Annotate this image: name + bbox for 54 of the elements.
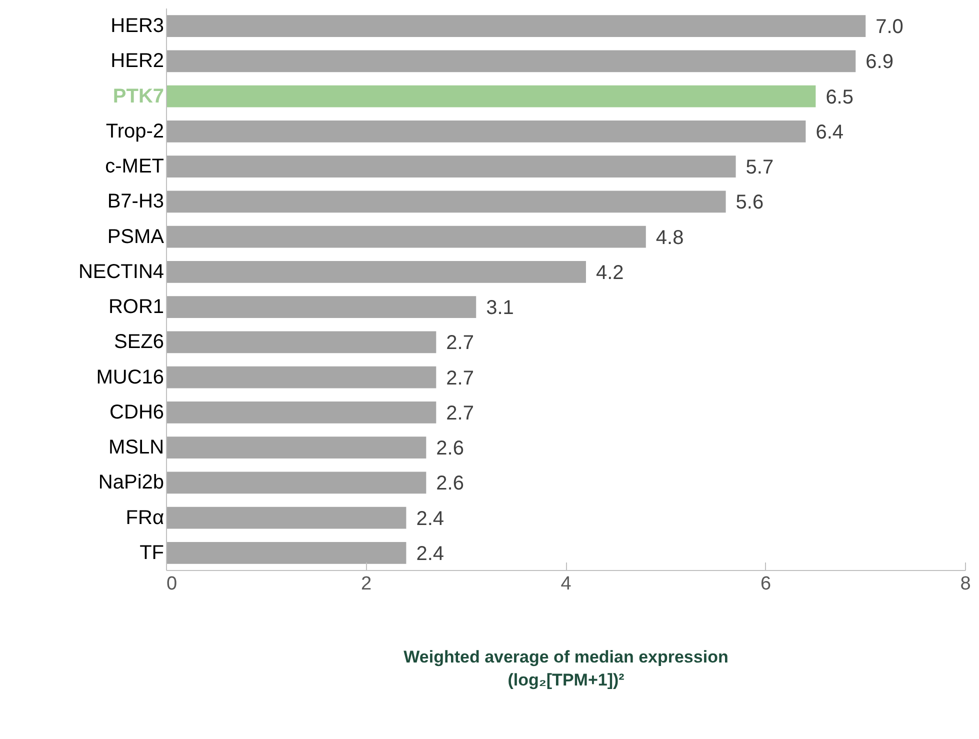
bar	[166, 402, 436, 424]
data-label: 2.6	[436, 472, 464, 495]
data-label: 6.5	[826, 86, 854, 108]
bar	[166, 261, 586, 283]
y-tick-label: c-MET	[105, 156, 164, 178]
y-tick-label: SEZ6	[114, 331, 164, 354]
bar	[166, 296, 476, 318]
data-label: 7.0	[876, 16, 904, 38]
data-label: 2.4	[416, 542, 444, 565]
bar	[166, 506, 406, 529]
bar	[166, 331, 436, 354]
y-tick-label: FRα	[126, 506, 164, 529]
bar	[166, 472, 426, 494]
bar	[166, 366, 436, 388]
bar	[166, 85, 816, 108]
x-axis-title: Weighted average of median expression (log₂[TPM+1])²	[404, 648, 728, 690]
y-tick-label: NaPi2b	[98, 472, 164, 494]
x-tick-label: 8	[960, 574, 971, 594]
y-tick-label: MSLN	[108, 436, 164, 459]
x-tick-label: 4	[560, 574, 572, 594]
x-tick-label: 6	[760, 574, 772, 594]
data-label: 2.7	[446, 332, 474, 354]
data-label: 5.7	[746, 156, 774, 179]
x-tick-label: 0	[166, 574, 178, 594]
y-tick-label: Trop-2	[106, 120, 164, 142]
x-tick-label: 2	[360, 574, 372, 594]
data-label: 4.2	[596, 262, 624, 284]
y-tick-label: MUC16	[96, 366, 164, 388]
y-tick-label: NECTIN4	[78, 260, 164, 283]
y-tick-label: HER3	[110, 15, 164, 38]
data-label: 4.8	[656, 226, 684, 249]
bar	[166, 436, 426, 458]
data-label: 2.7	[446, 367, 474, 390]
y-tick-label: CDH6	[110, 401, 164, 424]
data-label: 6.9	[866, 51, 894, 74]
y-tick-label: TF	[140, 542, 164, 564]
bar	[166, 15, 866, 37]
y-tick-label: PSMA	[107, 226, 165, 248]
data-label: 2.7	[446, 402, 474, 424]
bar	[166, 50, 856, 72]
data-label: 5.6	[736, 192, 764, 214]
bar	[166, 190, 726, 213]
data-label: 3.1	[486, 297, 514, 320]
y-tick-label: ROR1	[108, 296, 164, 318]
bar	[166, 156, 736, 178]
bar	[166, 120, 806, 142]
y-tick-label: B7-H3	[107, 190, 164, 213]
y-tick-label: HER2	[110, 50, 164, 72]
y-tick-label: PTK7	[112, 85, 164, 108]
data-label: 2.6	[436, 438, 464, 460]
data-label: 6.4	[816, 121, 844, 144]
bar	[166, 542, 406, 564]
data-label: 2.4	[416, 508, 444, 530]
bar	[166, 226, 646, 248]
